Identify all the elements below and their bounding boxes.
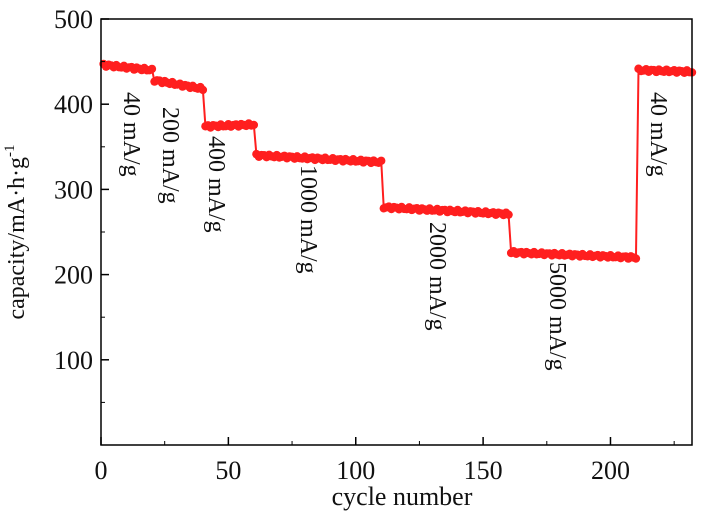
x-axis-title: cycle number <box>332 482 473 511</box>
data-point <box>631 254 641 263</box>
y-axis-title: capacity/mA·h·g <box>4 157 30 320</box>
data-point <box>377 156 386 165</box>
x-tick-label: 200 <box>591 456 630 485</box>
rate-annotation: 2000 mA/g <box>424 222 450 331</box>
x-tick-label: 50 <box>215 456 241 485</box>
svg-text:capacity/mA·h·g-1: capacity/mA·h·g-1 <box>2 144 30 319</box>
x-tick-label: 100 <box>336 456 375 485</box>
rate-annotation: 1000 mA/g <box>295 165 321 274</box>
rate-annotations: 40 mA/g 200 mA/g 400 mA/g 1000 mA/g 2000 mA/… <box>118 92 671 371</box>
y-tick-label: 300 <box>54 175 93 204</box>
tick-labels: 0 50 100 150 200 100 200 300 400 500 <box>54 5 630 485</box>
rate-annotation: 400 mA/g <box>203 136 229 233</box>
y-tick-label: 400 <box>54 90 93 119</box>
series-line <box>102 63 693 261</box>
y-axis-title-superscript: -1 <box>2 144 18 157</box>
rate-annotation: 5000 mA/g <box>544 262 570 371</box>
data-point <box>504 210 513 219</box>
axis-ticks <box>100 18 675 445</box>
data-point <box>249 120 259 130</box>
data-point <box>147 64 157 74</box>
rate-annotation: 40 mA/g <box>118 92 144 177</box>
x-tick-label: 0 <box>95 456 108 485</box>
rate-annotation: 200 mA/g <box>157 107 183 204</box>
rate-annotation: 40 mA/g <box>645 92 671 177</box>
y-tick-label: 500 <box>54 5 93 34</box>
y-axis-title-group: capacity/mA·h·g-1 <box>2 144 30 319</box>
data-markers <box>99 59 697 263</box>
data-point <box>198 85 208 95</box>
x-tick-label: 150 <box>464 456 503 485</box>
y-tick-label: 200 <box>54 261 93 290</box>
y-tick-label: 100 <box>54 346 93 375</box>
